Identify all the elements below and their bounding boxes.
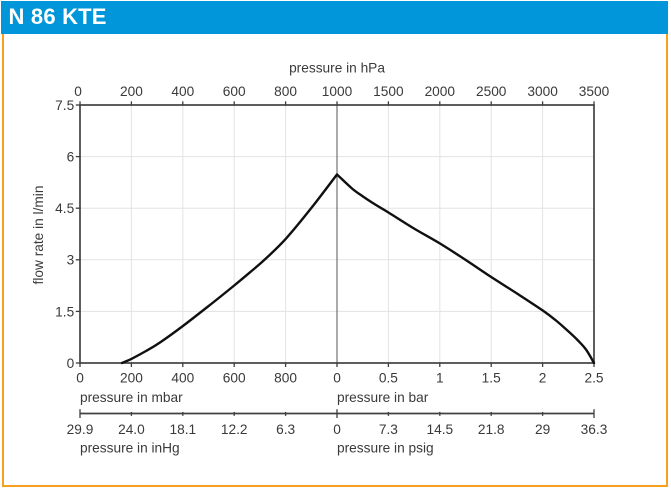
svg-text:6.3: 6.3 [276,422,295,437]
svg-text:600: 600 [223,84,246,99]
svg-text:29: 29 [535,422,550,437]
svg-text:0: 0 [67,356,75,371]
svg-text:pressure in mbar: pressure in mbar [80,390,183,405]
svg-text:36.3: 36.3 [581,422,608,437]
svg-text:3000: 3000 [527,84,558,99]
svg-text:0: 0 [76,371,84,386]
svg-text:200: 200 [120,84,143,99]
svg-text:18.1: 18.1 [169,422,196,437]
svg-text:800: 800 [274,371,297,386]
svg-text:1500: 1500 [373,84,404,99]
svg-text:21.8: 21.8 [478,422,505,437]
svg-text:1.5: 1.5 [55,304,74,319]
svg-text:3500: 3500 [579,84,610,99]
svg-text:7.3: 7.3 [379,422,398,437]
svg-text:14.5: 14.5 [426,422,453,437]
svg-text:1000: 1000 [322,84,353,99]
svg-text:6: 6 [67,150,75,165]
svg-text:200: 200 [120,371,143,386]
svg-text:400: 400 [171,371,194,386]
svg-text:pressure in bar: pressure in bar [337,390,429,405]
svg-text:0: 0 [74,84,82,99]
svg-text:7.5: 7.5 [55,98,74,113]
svg-text:4.5: 4.5 [55,201,74,216]
svg-text:2.5: 2.5 [584,371,603,386]
svg-text:24.0: 24.0 [118,422,145,437]
svg-text:12.2: 12.2 [221,422,248,437]
svg-text:0.5: 0.5 [379,371,398,386]
svg-text:2500: 2500 [476,84,507,99]
svg-text:800: 800 [274,84,297,99]
svg-text:1: 1 [436,371,444,386]
svg-text:0: 0 [333,371,341,386]
svg-text:29.9: 29.9 [67,422,94,437]
svg-text:pressure in inHg: pressure in inHg [80,441,180,456]
svg-text:0: 0 [333,422,341,437]
svg-text:2: 2 [539,371,547,386]
svg-text:2000: 2000 [425,84,456,99]
svg-text:pressure in psig: pressure in psig [337,441,434,456]
svg-text:pressure in hPa: pressure in hPa [289,61,385,76]
svg-text:400: 400 [171,84,194,99]
svg-text:600: 600 [223,371,246,386]
svg-text:3: 3 [67,253,75,268]
svg-text:flow rate in l/min: flow rate in l/min [31,186,46,285]
svg-text:1.5: 1.5 [482,371,501,386]
